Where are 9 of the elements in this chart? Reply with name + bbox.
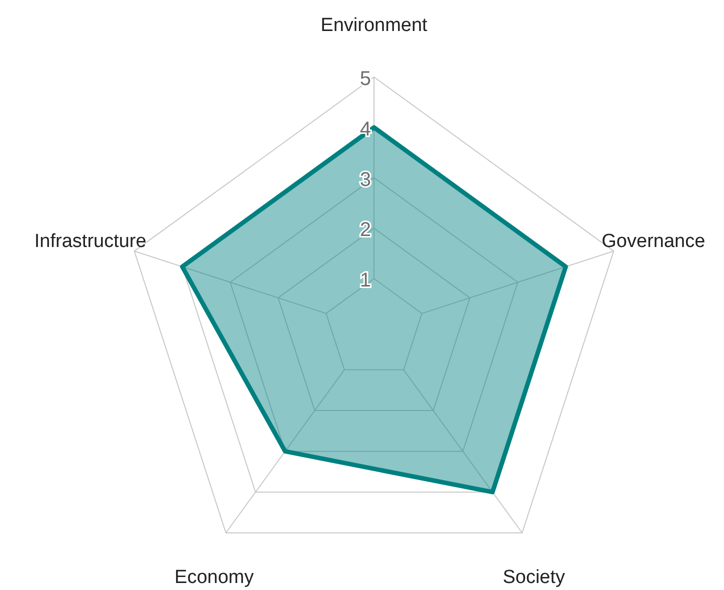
y-tick-label: 1 <box>360 270 371 292</box>
spoke-label: Governance <box>602 231 706 252</box>
spoke-label: Society <box>502 566 566 588</box>
spoke-label: Environment <box>320 15 428 36</box>
y-tick-label: 2 <box>360 219 371 242</box>
y-tick-label: 3 <box>360 168 371 191</box>
spoke-label: Infrastructure <box>34 231 146 252</box>
y-tick-label: 5 <box>360 68 371 90</box>
spoke-label: Economy <box>174 566 254 588</box>
